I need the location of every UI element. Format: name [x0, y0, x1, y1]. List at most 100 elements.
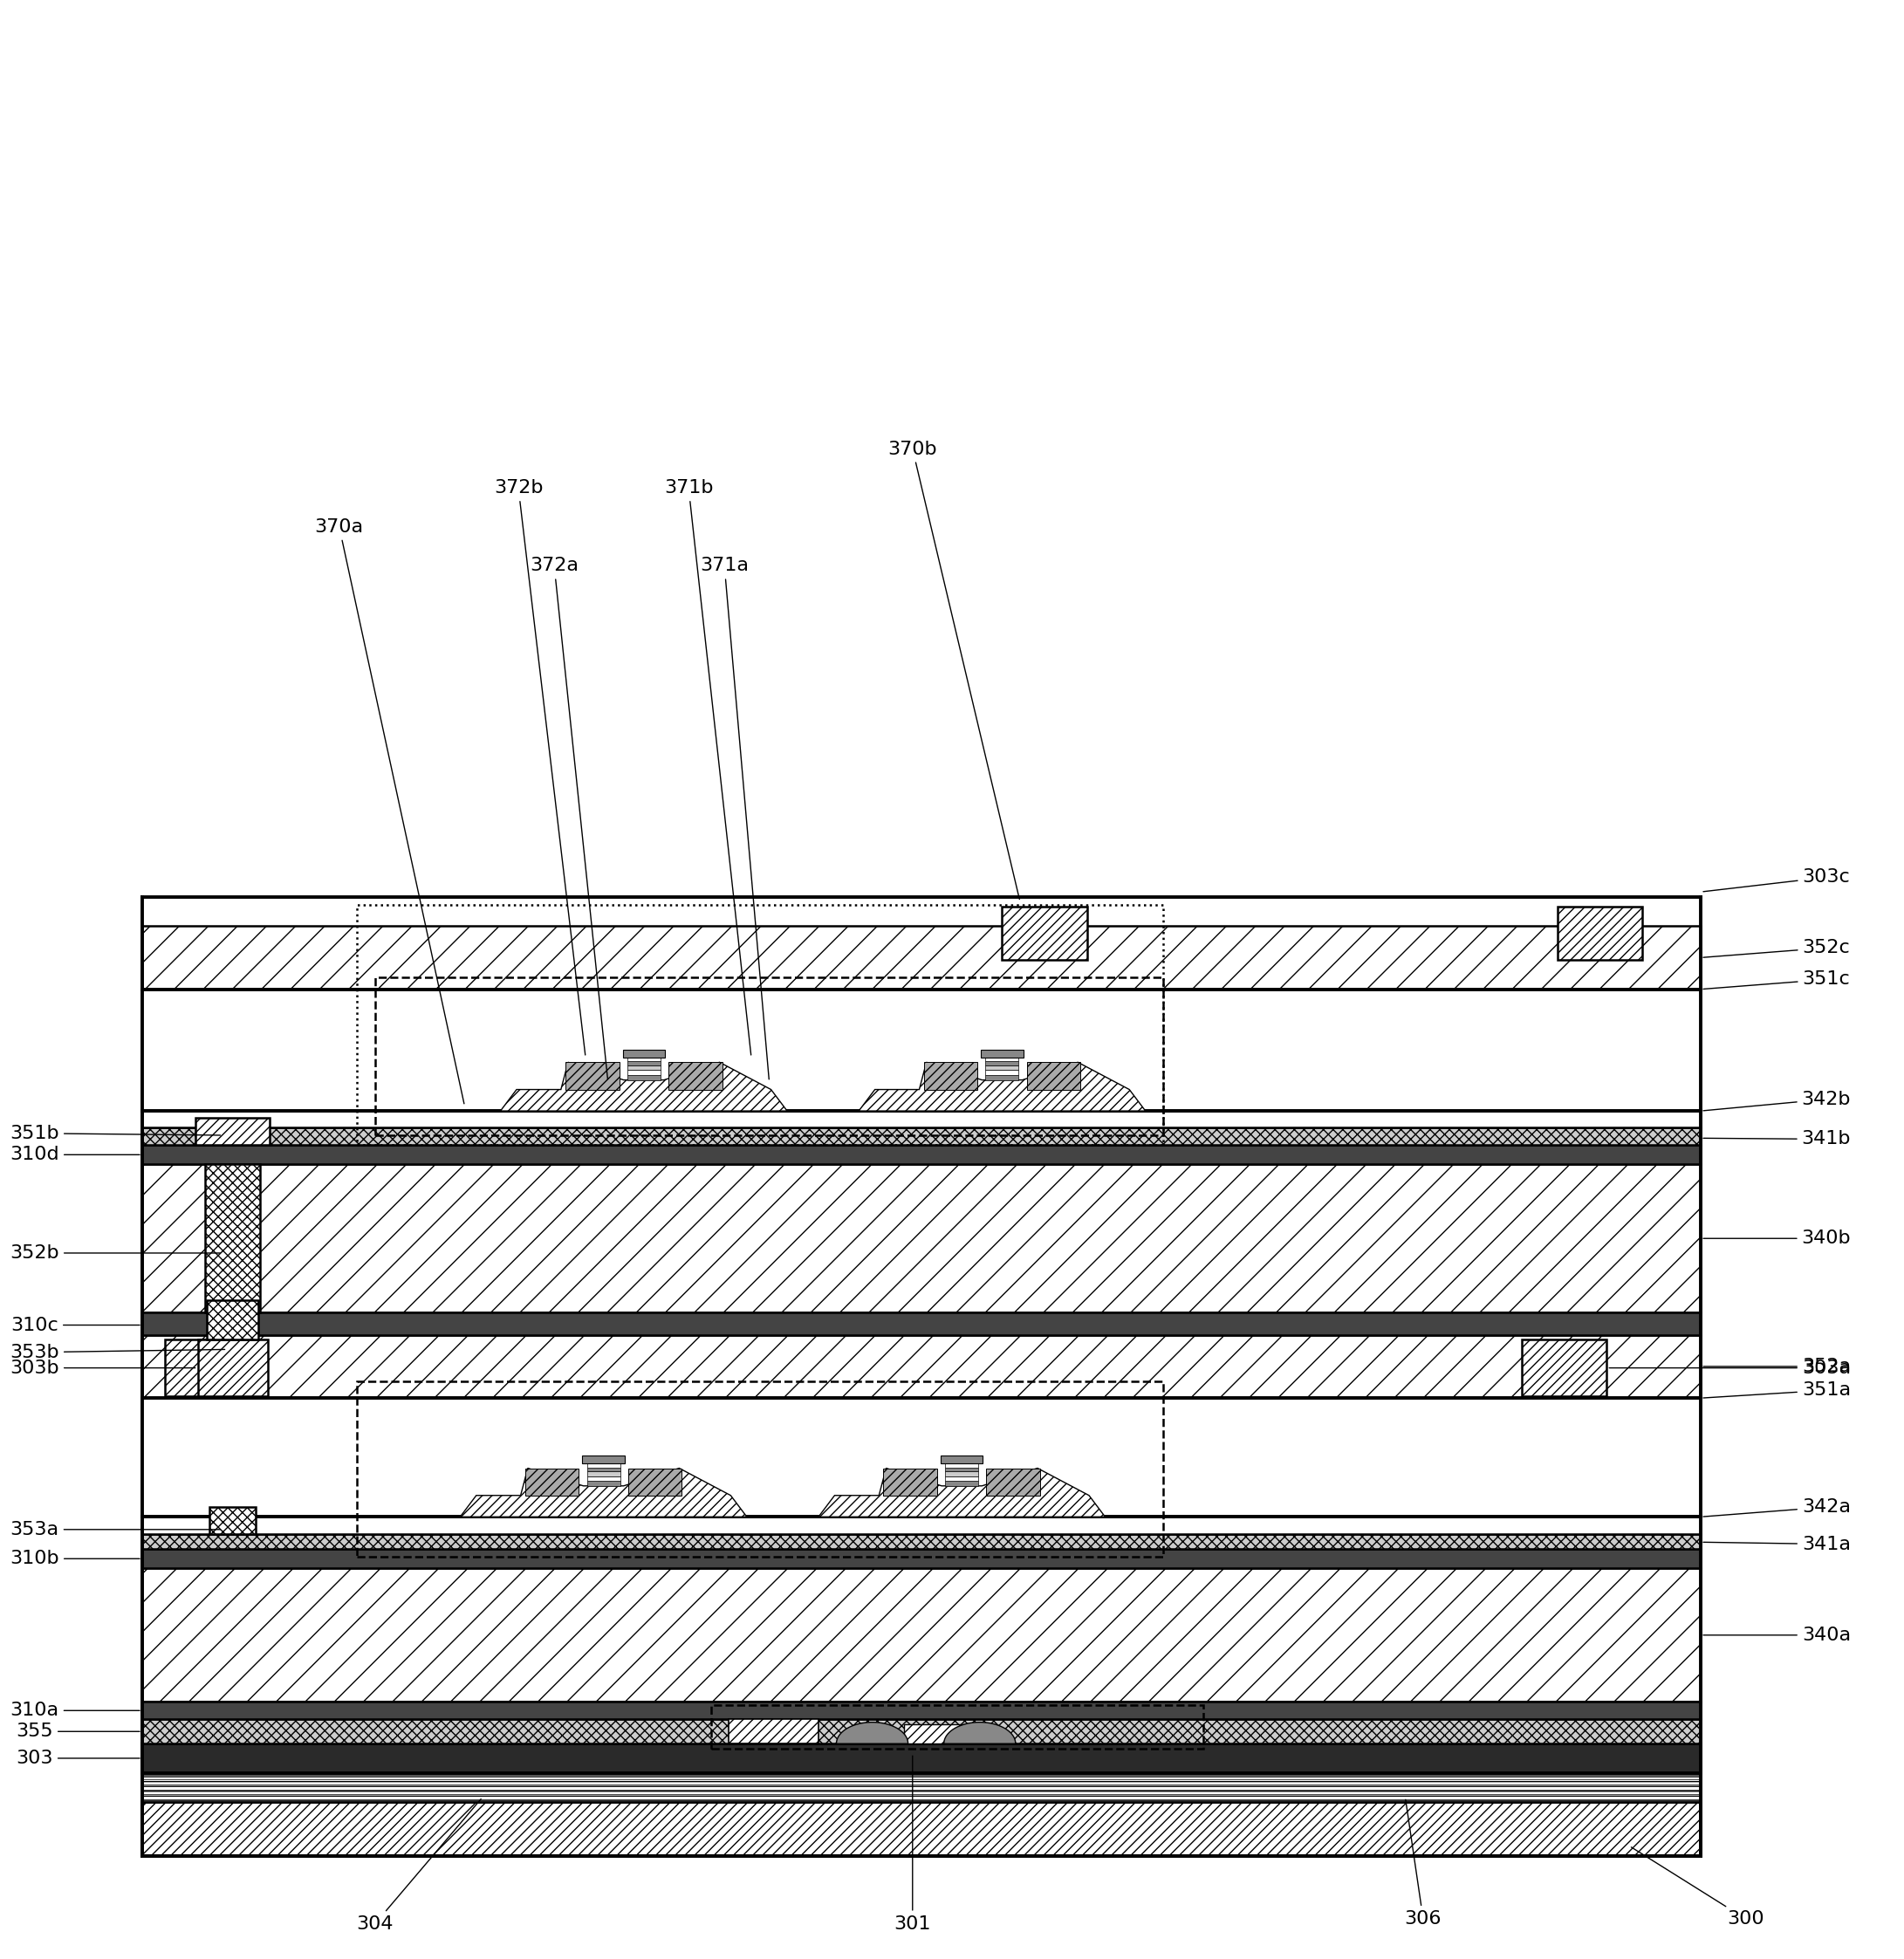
Bar — [586, 1481, 621, 1485]
Bar — [944, 1463, 979, 1467]
Bar — [196, 1119, 268, 1144]
Bar — [883, 1467, 937, 1495]
Bar — [944, 1481, 979, 1485]
Bar — [143, 1550, 1700, 1569]
Text: 303c: 303c — [1704, 868, 1851, 891]
Bar — [1026, 1062, 1080, 1089]
Bar — [626, 1058, 661, 1062]
Bar — [986, 1066, 1019, 1070]
Text: 371a: 371a — [701, 556, 769, 1079]
Bar — [143, 1702, 1700, 1720]
Bar — [941, 1456, 982, 1463]
Bar — [526, 1467, 579, 1495]
Polygon shape — [836, 1722, 908, 1744]
Bar — [375, 978, 1163, 1136]
Bar — [586, 1467, 621, 1471]
Bar — [626, 1070, 661, 1075]
Bar — [628, 1467, 682, 1495]
Text: 352a: 352a — [1704, 1358, 1851, 1375]
Text: 310c: 310c — [11, 1316, 139, 1334]
Bar — [143, 1720, 1700, 1744]
Bar — [586, 1477, 621, 1481]
Bar — [923, 1062, 977, 1089]
Bar — [143, 1744, 1700, 1773]
Text: 372b: 372b — [493, 480, 585, 1056]
Bar — [358, 905, 1163, 1144]
Bar — [586, 1471, 621, 1477]
Bar — [206, 1164, 261, 1313]
Bar — [143, 1802, 1700, 1855]
Bar — [209, 1506, 255, 1534]
Bar — [143, 1534, 1700, 1550]
Text: 310d: 310d — [10, 1146, 139, 1164]
Bar — [986, 1062, 1019, 1066]
Text: 355: 355 — [15, 1722, 139, 1740]
Text: 353a: 353a — [10, 1520, 221, 1538]
Bar — [944, 1471, 979, 1477]
Text: 303: 303 — [15, 1749, 139, 1767]
Text: 370a: 370a — [314, 517, 465, 1103]
Bar — [565, 1062, 619, 1089]
Text: 352b: 352b — [10, 1244, 221, 1262]
Bar — [986, 1075, 1019, 1079]
Bar — [729, 1720, 819, 1744]
Bar — [143, 1128, 1700, 1144]
Bar — [143, 1144, 1700, 1164]
Bar — [623, 1050, 664, 1058]
Text: 340b: 340b — [1704, 1230, 1851, 1248]
Polygon shape — [944, 1722, 1015, 1744]
Bar — [164, 1340, 249, 1397]
Text: 351a: 351a — [1704, 1381, 1851, 1399]
Bar — [583, 1456, 625, 1463]
Text: 310b: 310b — [10, 1550, 139, 1567]
Bar — [143, 1164, 1700, 1313]
Text: 370b: 370b — [887, 441, 1019, 899]
Text: 301: 301 — [895, 1755, 931, 1932]
Text: 303a: 303a — [1609, 1360, 1851, 1377]
Polygon shape — [501, 1062, 786, 1111]
Bar — [904, 1724, 981, 1744]
Text: 352c: 352c — [1704, 938, 1851, 958]
Bar — [986, 1467, 1040, 1495]
Bar — [143, 1313, 1700, 1334]
Bar — [143, 1569, 1700, 1702]
Polygon shape — [461, 1467, 746, 1516]
Text: 353b: 353b — [10, 1344, 225, 1362]
Bar — [1557, 907, 1643, 960]
Text: 300: 300 — [1632, 1847, 1765, 1928]
Text: 306: 306 — [1405, 1800, 1441, 1928]
Bar — [586, 1463, 621, 1467]
Bar — [143, 927, 1700, 989]
Bar — [944, 1477, 979, 1481]
Text: 372a: 372a — [529, 556, 607, 1079]
Bar — [626, 1062, 661, 1066]
Bar — [944, 1467, 979, 1471]
Text: 342b: 342b — [1704, 1091, 1851, 1111]
Bar — [143, 1773, 1700, 1802]
Text: 371b: 371b — [664, 480, 750, 1056]
Bar — [626, 1066, 661, 1070]
Text: 310a: 310a — [10, 1702, 139, 1720]
Bar — [986, 1070, 1019, 1075]
Text: 341a: 341a — [1704, 1536, 1851, 1553]
Bar — [668, 1062, 722, 1089]
Bar — [208, 1299, 259, 1340]
Bar — [143, 1516, 1700, 1534]
Bar — [981, 1050, 1022, 1058]
Bar — [626, 1075, 661, 1079]
Bar — [198, 1340, 268, 1397]
Bar — [143, 1334, 1700, 1399]
Bar — [1521, 1340, 1607, 1397]
Text: 351b: 351b — [10, 1124, 221, 1142]
Text: 303b: 303b — [10, 1360, 196, 1377]
Text: 342a: 342a — [1704, 1499, 1851, 1516]
Text: 304: 304 — [356, 1798, 482, 1932]
Text: 341b: 341b — [1704, 1130, 1851, 1148]
Bar — [143, 1111, 1700, 1128]
Polygon shape — [819, 1467, 1104, 1516]
Text: 340a: 340a — [1704, 1626, 1851, 1644]
Bar — [1002, 907, 1087, 960]
Text: 351c: 351c — [1704, 972, 1851, 989]
Polygon shape — [859, 1062, 1146, 1111]
Bar — [710, 1704, 1203, 1749]
